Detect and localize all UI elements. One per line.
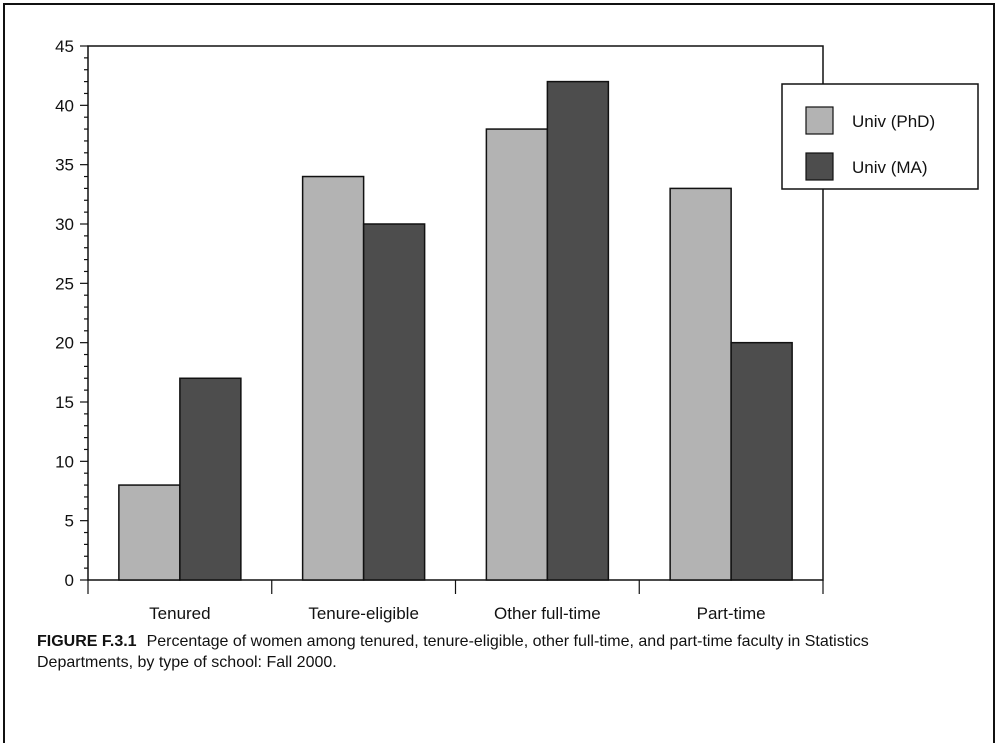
- bar-phd: [670, 188, 731, 580]
- x-tick-label: Tenured: [149, 604, 210, 623]
- bar-ma: [731, 343, 792, 580]
- y-tick-label: 15: [55, 393, 74, 412]
- bar-phd: [486, 129, 547, 580]
- legend-swatch: [806, 107, 833, 134]
- figure-id: FIGURE F.3.1: [37, 633, 137, 650]
- bar-ma: [364, 224, 425, 580]
- figure-caption: FIGURE F.3.1 Percentage of women among te…: [37, 631, 967, 673]
- bar-phd: [303, 177, 364, 580]
- y-tick-label: 0: [65, 571, 74, 590]
- y-tick-label: 40: [55, 96, 74, 115]
- y-tick-label: 30: [55, 215, 74, 234]
- y-tick-label: 45: [55, 37, 74, 56]
- y-tick-label: 35: [55, 156, 74, 175]
- caption-text: Percentage of women among tenured, tenur…: [37, 633, 869, 671]
- bar-ma: [180, 378, 241, 580]
- legend-swatch: [806, 153, 833, 180]
- y-tick-label: 25: [55, 274, 74, 293]
- y-tick-label: 5: [65, 512, 74, 531]
- legend-label: Univ (PhD): [852, 112, 935, 131]
- y-tick-label: 20: [55, 334, 74, 353]
- x-tick-label: Tenure-eligible: [308, 604, 419, 623]
- bar-phd: [119, 485, 180, 580]
- y-tick-label: 10: [55, 452, 74, 471]
- x-tick-label: Other full-time: [494, 604, 601, 623]
- legend-label: Univ (MA): [852, 158, 928, 177]
- bar-ma: [547, 82, 608, 580]
- x-tick-label: Part-time: [697, 604, 766, 623]
